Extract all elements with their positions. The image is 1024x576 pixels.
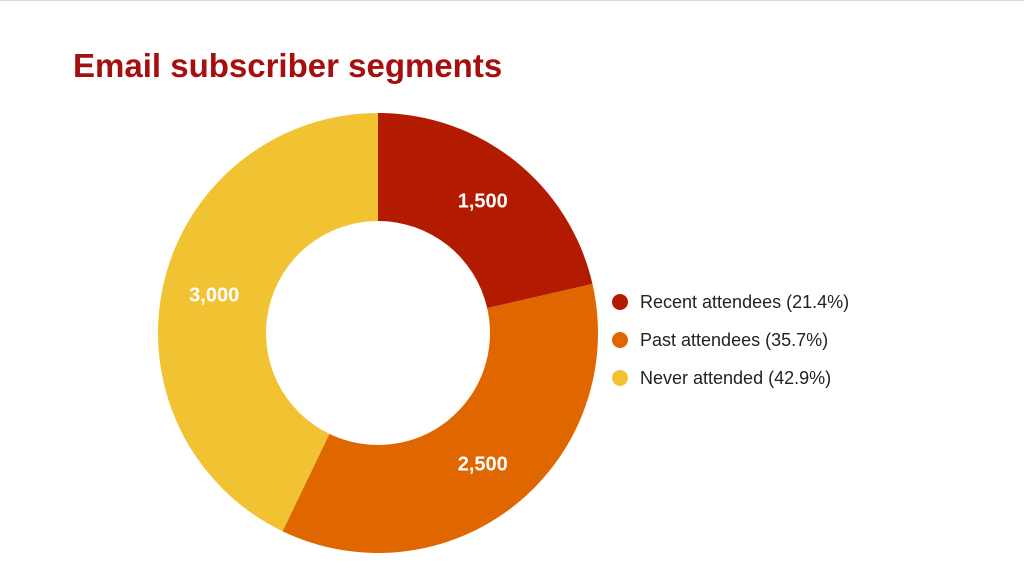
legend-swatch-icon	[612, 294, 628, 310]
legend-item-3[interactable]: Never attended (42.9%)	[612, 359, 849, 397]
legend-label: Never attended (42.9%)	[640, 367, 832, 388]
chart-title: Email subscriber segments	[73, 47, 503, 84]
slice-value-label-1: 1,500	[458, 191, 508, 213]
slices-layer	[158, 113, 598, 553]
legend: Recent attendees (21.4%) Past attendees (…	[612, 283, 849, 397]
slice-value-label-2: 2,500	[458, 453, 508, 475]
legend-label: Recent attendees (21.4%)	[640, 291, 850, 312]
slice-value-label-3: 3,000	[189, 285, 239, 307]
legend-swatch-icon	[612, 370, 628, 386]
legend-label: Past attendees (35.7%)	[640, 329, 829, 350]
slice-labels-layer: 1,500 2,500 3,000	[189, 191, 508, 476]
donut-slice-1[interactable]	[378, 113, 593, 309]
donut-slice-3[interactable]	[158, 113, 378, 532]
legend-item-2[interactable]: Past attendees (35.7%)	[612, 321, 849, 359]
donut-slice-2[interactable]	[282, 284, 598, 553]
legend-swatch-icon	[612, 332, 628, 348]
legend-item-1[interactable]: Recent attendees (21.4%)	[612, 283, 849, 321]
top-border	[0, 0, 1024, 1]
